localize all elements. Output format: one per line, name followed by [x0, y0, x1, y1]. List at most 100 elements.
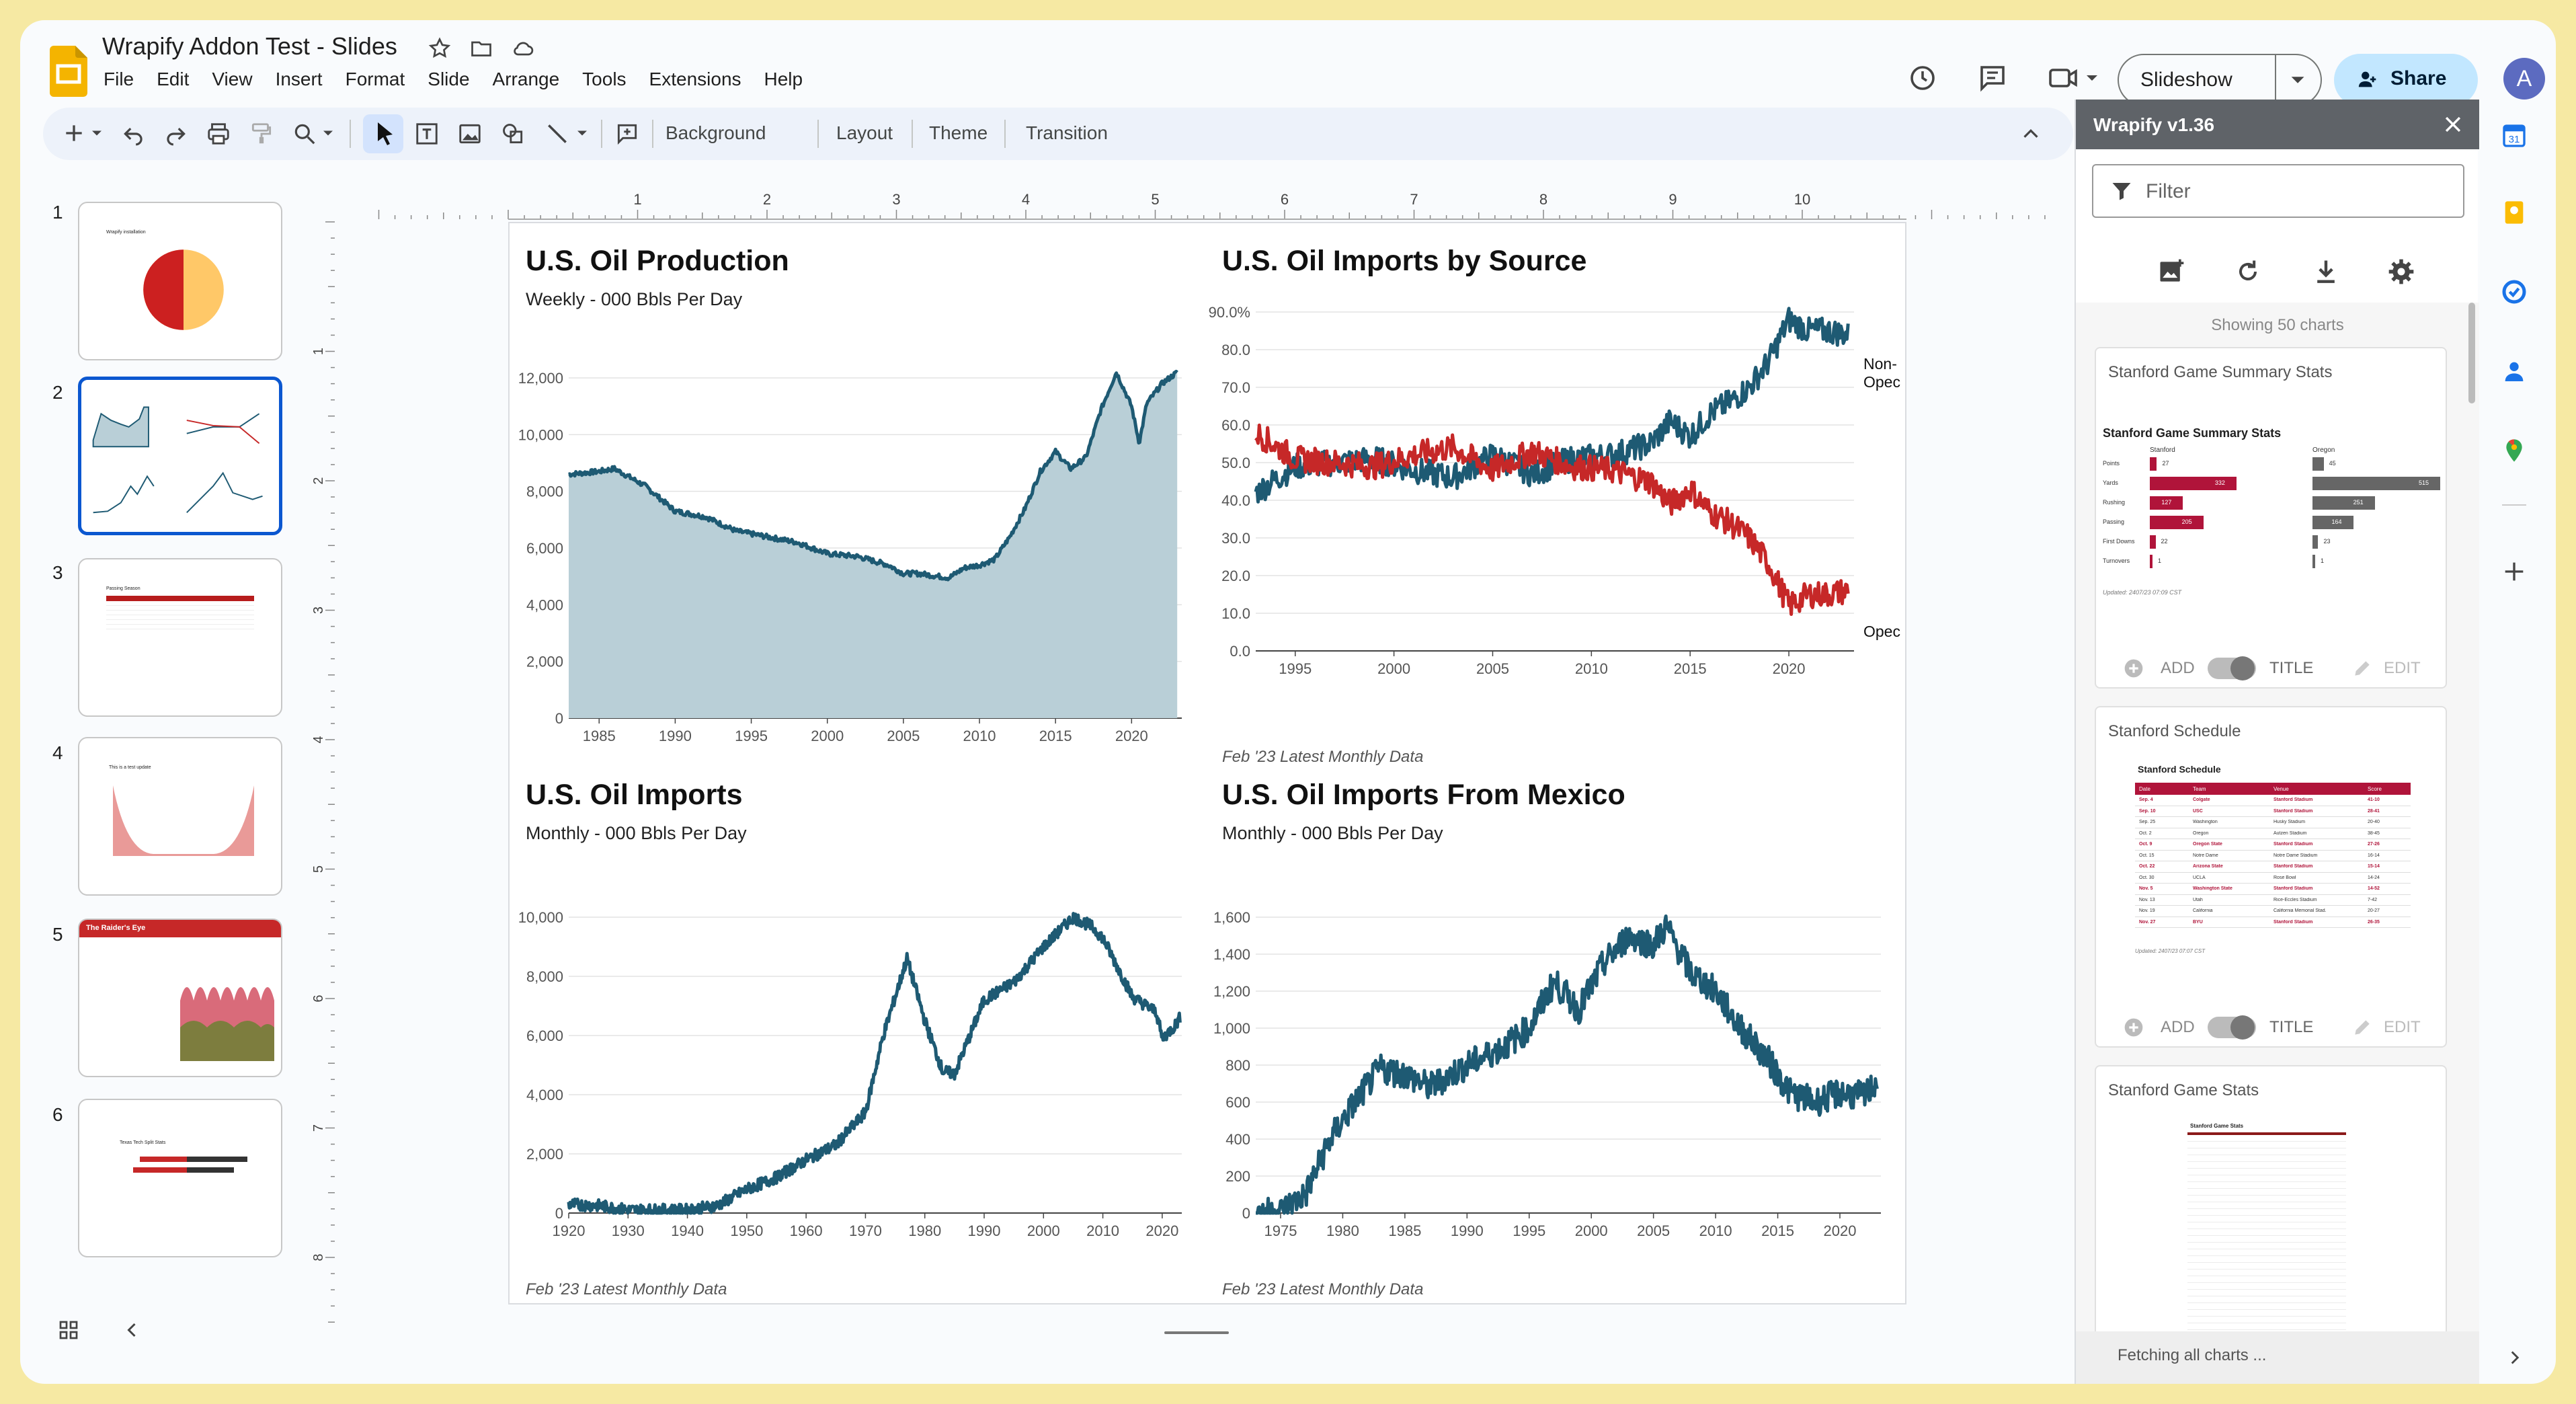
slideshow-options-dropdown[interactable]: [2275, 54, 2322, 106]
zoom-dropdown-icon[interactable]: [319, 124, 337, 143]
x-tick-label: 2005: [1476, 660, 1509, 677]
maps-icon[interactable]: [2501, 437, 2528, 464]
expand-rail-icon[interactable]: [2503, 1346, 2526, 1369]
get-addons-icon[interactable]: [2501, 558, 2528, 585]
speaker-notes-handle[interactable]: [1164, 1331, 1229, 1334]
schedule-cell: 7-42: [2368, 897, 2378, 902]
chart-card[interactable]: Stanford Schedule Stanford Schedule Date…: [2095, 706, 2447, 1048]
menu-insert[interactable]: Insert: [275, 69, 323, 89]
schedule-cell: Colgate: [2193, 797, 2210, 803]
edit-pencil-icon[interactable]: [2351, 658, 2373, 679]
menu-tools[interactable]: Tools: [582, 69, 627, 89]
image-icon[interactable]: [457, 121, 483, 147]
new-slide-icon[interactable]: [61, 120, 87, 147]
menu-slide[interactable]: Slide: [428, 69, 470, 89]
grid-view-icon[interactable]: [56, 1318, 81, 1342]
account-avatar[interactable]: A: [2503, 58, 2545, 100]
title-label: TITLE: [2269, 659, 2314, 677]
layout-button[interactable]: Layout: [836, 122, 893, 143]
menu-arrange[interactable]: Arrange: [492, 69, 560, 89]
slide-thumbnail-6[interactable]: Texas Tech Split Stats: [78, 1099, 282, 1257]
add-label[interactable]: ADD: [2161, 1018, 2195, 1036]
card-updated: Updated: 2407/23 07:07 CST: [2135, 948, 2206, 954]
shape-icon[interactable]: [500, 121, 526, 147]
menu-bar: File Edit View Insert Format Slide Arran…: [104, 69, 826, 90]
line-icon[interactable]: [545, 121, 570, 147]
schedule-cell: 16-14: [2368, 853, 2380, 858]
menu-format[interactable]: Format: [345, 69, 405, 89]
add-icon[interactable]: [2123, 658, 2144, 679]
title-toggle[interactable]: [2208, 1015, 2256, 1040]
slideshow-button[interactable]: Slideshow: [2118, 54, 2276, 106]
collapse-toolbar-icon[interactable]: [2018, 121, 2044, 147]
slide-thumbnail-5[interactable]: The Raider's Eye: [78, 919, 282, 1077]
slides-logo-icon[interactable]: [50, 46, 87, 97]
tasks-icon[interactable]: [2501, 278, 2528, 305]
y-tick-label: 8,000: [526, 968, 563, 985]
contacts-icon[interactable]: [2501, 358, 2528, 385]
collapse-filmstrip-icon[interactable]: [120, 1318, 144, 1342]
oil-imports-chart[interactable]: 0 2,000 4,000 6,000 8,000 10,000 1920 1930 1940 1…: [510, 761, 1209, 1299]
background-button[interactable]: Background: [666, 122, 766, 143]
chart-card[interactable]: Stanford Game Stats Stanford Game Stats: [2095, 1065, 2447, 1331]
star-icon[interactable]: [428, 36, 452, 61]
menu-extensions[interactable]: Extensions: [649, 69, 741, 89]
schedule-cell: Oct. 22: [2139, 864, 2155, 869]
stanford-value: 127: [2161, 499, 2172, 506]
document-title[interactable]: Wrapify Addon Test - Slides: [102, 32, 397, 60]
refresh-icon[interactable]: [2233, 257, 2263, 286]
keep-icon[interactable]: [2501, 199, 2528, 226]
oil-imports-by-source-chart[interactable]: 0.0 10.0 20.0 30.0 40.0 50.0 60.0 70.0 80.0 90.0%…: [1209, 223, 1908, 761]
insert-comment-icon[interactable]: [614, 121, 640, 147]
share-button[interactable]: Share: [2334, 54, 2478, 106]
menu-view[interactable]: View: [212, 69, 253, 89]
oil-production-chart[interactable]: 0 2,000 4,000 6,000 8,000 10,000 12,000 1985 199…: [510, 223, 1209, 761]
sidebar-scrollbar[interactable]: [2468, 303, 2475, 403]
filter-input[interactable]: Filter: [2092, 164, 2464, 218]
theme-button[interactable]: Theme: [929, 122, 988, 143]
title-toggle[interactable]: [2208, 656, 2256, 680]
menu-edit[interactable]: Edit: [157, 69, 190, 89]
transition-button[interactable]: Transition: [1026, 122, 1108, 143]
undo-icon[interactable]: [121, 121, 147, 147]
paint-format-icon[interactable]: [249, 121, 274, 147]
oregon-value: 23: [2323, 538, 2331, 545]
schedule-cell: Notre Dame: [2193, 853, 2218, 858]
menu-file[interactable]: File: [104, 69, 134, 89]
filter-icon: [2109, 179, 2134, 203]
x-tick-label: 1930: [612, 1222, 645, 1239]
stanford-value: 22: [2161, 538, 2168, 545]
version-history-icon[interactable]: [1906, 62, 1939, 94]
oil-imports-mexico-chart[interactable]: 0 200 400 600 800 1,000 1,200 1,400 1,600 1975 198…: [1209, 761, 1908, 1299]
slide-thumbnail-4[interactable]: This is a test update: [78, 737, 282, 896]
insert-chart-icon[interactable]: [2157, 257, 2186, 286]
print-icon[interactable]: [206, 121, 231, 147]
redo-icon[interactable]: [163, 121, 188, 147]
close-icon[interactable]: [2442, 113, 2464, 136]
chart-card[interactable]: Stanford Game Summary Stats Stanford Gam…: [2095, 347, 2447, 689]
edit-label[interactable]: EDIT: [2384, 1018, 2421, 1036]
line-dropdown-icon[interactable]: [573, 124, 592, 143]
select-tool-icon[interactable]: [363, 114, 403, 153]
text-box-icon[interactable]: [414, 121, 440, 147]
schedule-cell: Oregon State: [2193, 842, 2222, 847]
edit-pencil-icon[interactable]: [2351, 1017, 2373, 1038]
x-tick-label: 2005: [887, 728, 920, 744]
slide-thumbnail-3[interactable]: Passing Season: [78, 558, 282, 717]
calendar-icon[interactable]: 31: [2501, 122, 2528, 149]
slide-thumbnail-1[interactable]: Wrapify installation: [78, 202, 282, 360]
menu-help[interactable]: Help: [764, 69, 803, 89]
settings-gear-icon[interactable]: [2386, 257, 2416, 286]
zoom-icon[interactable]: [292, 121, 317, 147]
comments-icon[interactable]: [1976, 62, 2009, 94]
new-slide-dropdown-icon[interactable]: [87, 124, 106, 143]
edit-label[interactable]: EDIT: [2384, 659, 2421, 677]
add-icon[interactable]: [2123, 1017, 2144, 1038]
move-folder-icon[interactable]: [469, 36, 493, 61]
sidebar-title: Wrapify v1.36: [2093, 114, 2215, 135]
meet-camera-icon[interactable]: [2046, 62, 2103, 94]
download-icon[interactable]: [2311, 257, 2341, 286]
add-label[interactable]: ADD: [2161, 659, 2195, 677]
slide-thumbnail-2[interactable]: [78, 377, 282, 535]
slide-canvas[interactable]: U.S. Oil Production Weekly - 000 Bbls Pe…: [508, 222, 1906, 1304]
